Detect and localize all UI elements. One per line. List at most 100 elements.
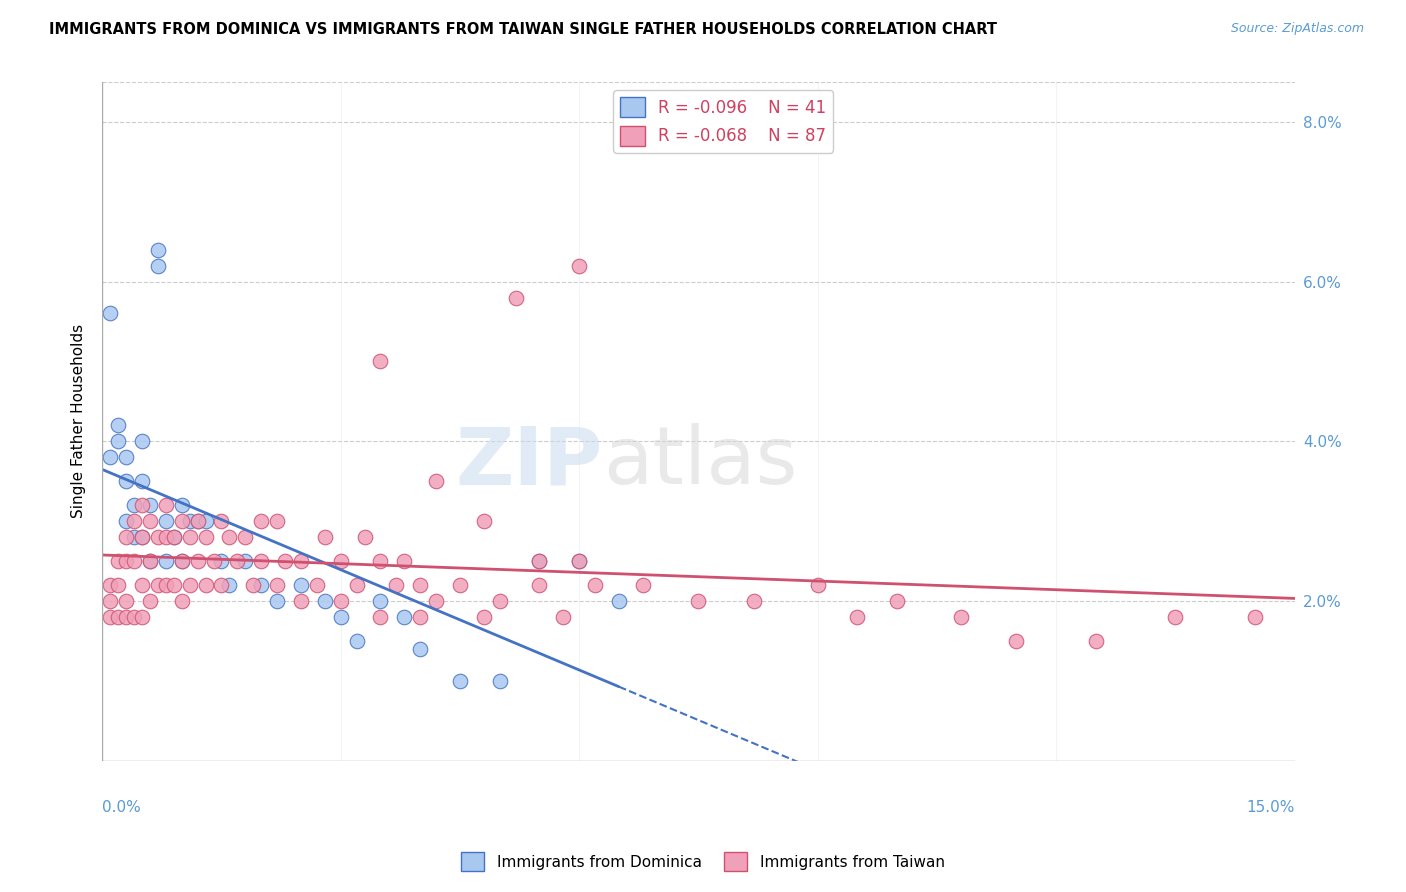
Point [187, 514, 209, 528]
Point [194, 514, 217, 528]
Point [449, 578, 471, 592]
Point [449, 673, 471, 688]
Point [505, 291, 527, 305]
Legend: Immigrants from Dominica, Immigrants from Taiwan: Immigrants from Dominica, Immigrants fro… [456, 847, 950, 877]
Point [187, 514, 209, 528]
Point [346, 633, 368, 648]
Legend: R = -0.096    N = 41, R = -0.068    N = 87: R = -0.096 N = 41, R = -0.068 N = 87 [613, 90, 834, 153]
Point [115, 450, 138, 465]
Point [139, 514, 162, 528]
Point [233, 530, 256, 544]
Point [163, 530, 186, 544]
Text: 0.0%: 0.0% [103, 799, 141, 814]
Point [179, 514, 201, 528]
Point [568, 259, 591, 273]
Point [353, 530, 375, 544]
Y-axis label: Single Father Households: Single Father Households [72, 324, 86, 518]
Point [122, 514, 145, 528]
Point [218, 530, 240, 544]
Point [807, 578, 830, 592]
Point [107, 578, 129, 592]
Point [583, 578, 606, 592]
Point [98, 594, 121, 608]
Point [131, 434, 153, 449]
Point [305, 578, 328, 592]
Point [1243, 610, 1265, 624]
Point [98, 610, 121, 624]
Point [385, 578, 408, 592]
Point [314, 530, 336, 544]
Text: ZIP: ZIP [456, 423, 603, 501]
Point [107, 434, 129, 449]
Point [179, 578, 201, 592]
Point [139, 498, 162, 512]
Point [846, 610, 869, 624]
Point [131, 530, 153, 544]
Point [488, 594, 510, 608]
Text: atlas: atlas [603, 423, 797, 501]
Point [370, 554, 392, 568]
Point [329, 554, 352, 568]
Point [131, 474, 153, 488]
Point [170, 594, 193, 608]
Point [187, 554, 209, 568]
Point [488, 673, 510, 688]
Point [472, 514, 495, 528]
Point [242, 578, 264, 592]
Point [266, 514, 288, 528]
Point [98, 450, 121, 465]
Point [1164, 610, 1187, 624]
Point [155, 530, 177, 544]
Point [139, 554, 162, 568]
Point [688, 594, 710, 608]
Point [139, 554, 162, 568]
Point [226, 554, 249, 568]
Point [211, 554, 233, 568]
Point [553, 610, 575, 624]
Point [290, 594, 312, 608]
Point [194, 578, 217, 592]
Point [122, 498, 145, 512]
Point [409, 578, 432, 592]
Point [170, 498, 193, 512]
Point [107, 554, 129, 568]
Point [346, 578, 368, 592]
Point [290, 554, 312, 568]
Point [1084, 633, 1107, 648]
Point [631, 578, 654, 592]
Point [115, 594, 138, 608]
Point [394, 554, 416, 568]
Point [409, 641, 432, 656]
Point [163, 530, 186, 544]
Point [146, 243, 169, 257]
Point [107, 418, 129, 433]
Point [146, 578, 169, 592]
Point [107, 610, 129, 624]
Point [568, 554, 591, 568]
Point [146, 259, 169, 273]
Point [211, 578, 233, 592]
Point [529, 578, 551, 592]
Point [425, 594, 447, 608]
Point [329, 610, 352, 624]
Point [179, 530, 201, 544]
Point [250, 578, 273, 592]
Point [139, 594, 162, 608]
Point [155, 578, 177, 592]
Point [131, 578, 153, 592]
Point [194, 530, 217, 544]
Point [274, 554, 297, 568]
Point [163, 578, 186, 592]
Text: Source: ZipAtlas.com: Source: ZipAtlas.com [1230, 22, 1364, 36]
Point [155, 514, 177, 528]
Point [98, 306, 121, 320]
Point [131, 498, 153, 512]
Point [250, 514, 273, 528]
Point [529, 554, 551, 568]
Point [155, 554, 177, 568]
Point [329, 594, 352, 608]
Point [122, 554, 145, 568]
Point [266, 578, 288, 592]
Point [115, 474, 138, 488]
Point [211, 514, 233, 528]
